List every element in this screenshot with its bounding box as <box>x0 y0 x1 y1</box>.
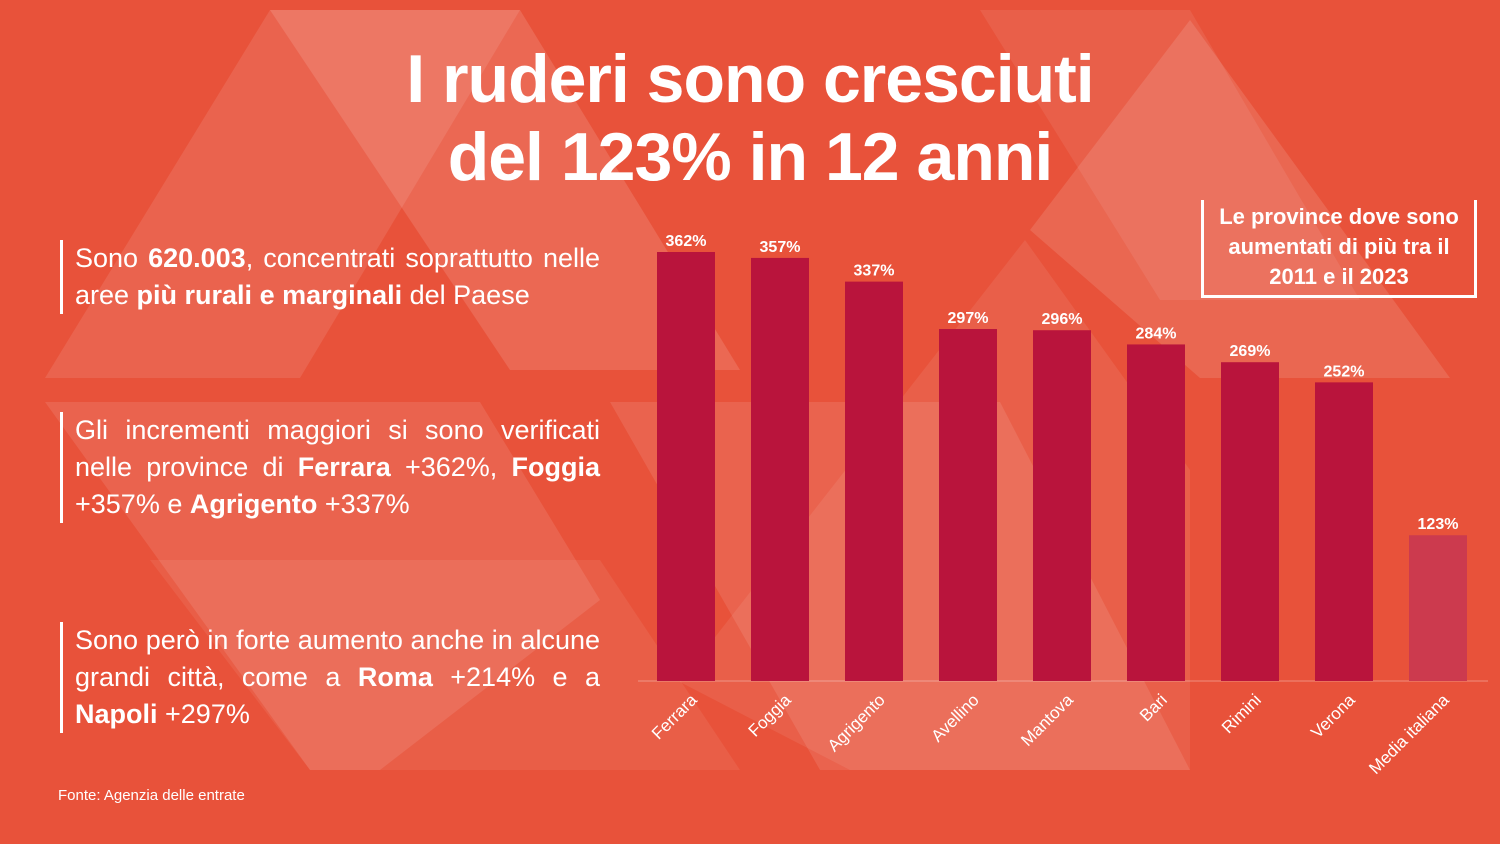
bar-bari <box>1127 344 1185 681</box>
p3-text-post: +297% <box>157 699 250 729</box>
category-label: Rimini <box>1218 690 1265 737</box>
bar-media-italiana <box>1409 535 1467 681</box>
p1-text-mid: , concentrati soprattutto nelle aree <box>75 243 600 310</box>
value-label: 284% <box>1136 325 1177 342</box>
p2-agrigento: Agrigento <box>189 489 318 519</box>
p3-text-pre: Sono però in forte aumento anche in alcu… <box>75 625 600 692</box>
p2-text-pre: Gli incrementi maggiori si sono verifica… <box>75 415 600 482</box>
bars-group: 362% Ferrara 357% Foggia 337% Agrigento 297% Av… <box>648 233 1467 778</box>
bar-foggia <box>751 257 809 681</box>
category-label: Verona <box>1307 690 1359 742</box>
value-label: 337% <box>854 263 895 280</box>
category-label: Media italiana <box>1365 690 1453 778</box>
p2-text-mid2: +357% e <box>75 489 190 519</box>
category-label: Avellino <box>928 690 983 745</box>
p2-foggia: Foggia <box>511 452 601 482</box>
bar-mantova <box>1033 330 1091 681</box>
value-label: 362% <box>666 233 707 250</box>
p3-roma: Roma <box>357 662 433 692</box>
chart-legend-box: Le province dove sono aumentati di più t… <box>1201 200 1477 298</box>
bar-avellino <box>939 329 997 681</box>
p1-text-pre: Sono <box>75 243 149 273</box>
p2-text-mid1: +362%, <box>390 452 512 482</box>
category-label: Foggia <box>745 690 796 741</box>
p3-text-mid: +214% e a <box>432 662 600 692</box>
category-label: Agrigento <box>824 690 889 755</box>
value-label: 252% <box>1324 363 1365 380</box>
value-label: 357% <box>760 239 801 256</box>
bar-agrigento <box>845 281 903 681</box>
value-label: 297% <box>948 310 989 327</box>
category-label: Bari <box>1136 690 1171 725</box>
bar-ferrara <box>657 252 715 681</box>
p1-text-post: del Paese <box>402 280 530 310</box>
p2-text-post: +337% <box>317 489 410 519</box>
value-label: 296% <box>1042 311 1083 328</box>
title-line-2: del 123% in 12 anni <box>447 119 1054 195</box>
value-label: 123% <box>1418 516 1459 533</box>
p2-ferrara: Ferrara <box>297 452 391 482</box>
category-label: Mantova <box>1017 690 1077 750</box>
paragraph-top-provinces: Gli incrementi maggiori si sono verifica… <box>60 412 600 523</box>
value-label: 269% <box>1230 343 1271 360</box>
bar-rimini <box>1221 362 1279 681</box>
page-title: I ruderi sono cresciuti del 123% in 12 a… <box>300 40 1200 196</box>
p1-areas: più rurali e marginali <box>136 280 403 310</box>
bar-verona <box>1315 382 1373 681</box>
title-line-1: I ruderi sono cresciuti <box>406 41 1094 117</box>
p3-napoli: Napoli <box>75 699 158 729</box>
paragraph-total-count: Sono 620.003, concentrati soprattutto ne… <box>60 240 600 314</box>
category-label: Ferrara <box>648 690 701 743</box>
p1-count: 620.003 <box>148 243 246 273</box>
source-note: Fonte: Agenzia delle entrate <box>58 787 245 804</box>
paragraph-big-cities: Sono però in forte aumento anche in alcu… <box>60 622 600 733</box>
